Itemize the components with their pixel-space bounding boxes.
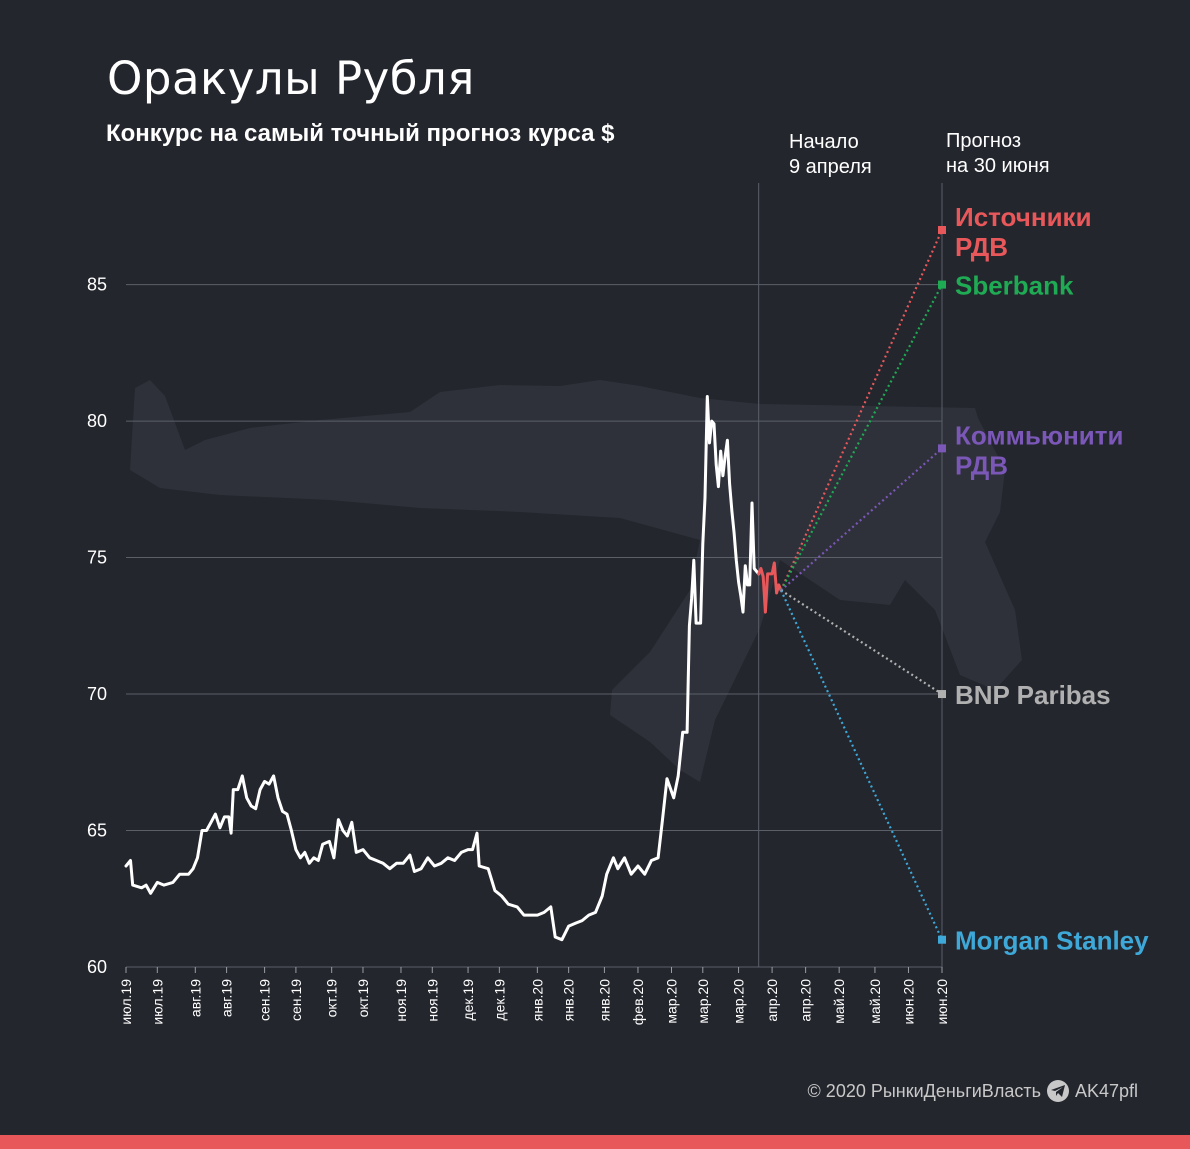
rifle-watermark (130, 380, 1022, 782)
y-tick-label: 65 (87, 821, 107, 841)
footer: © 2020 РынкиДеньгиВласть AK47pfl (808, 1080, 1138, 1102)
x-tick-label: сен.19 (257, 979, 273, 1021)
x-tick-label: дек.19 (460, 979, 476, 1021)
x-tick-label: мар.20 (731, 979, 747, 1024)
grid (126, 183, 943, 968)
forecast-marker (938, 935, 946, 944)
y-tick-label: 75 (87, 548, 107, 568)
recent-line (757, 561, 783, 614)
forecast-line (780, 589, 943, 695)
forecast-marker (938, 690, 946, 699)
x-tick-label: сен.19 (288, 979, 304, 1021)
x-tick-label: авг.19 (219, 979, 235, 1017)
series-layer (124, 395, 783, 942)
start-note: Начало 9 апреля (789, 130, 872, 180)
forecast-marker (938, 226, 946, 234)
bottom-bar (0, 1135, 1190, 1149)
y-tick-label: 80 (87, 411, 107, 431)
x-tick-label: окт.19 (355, 979, 371, 1018)
x-tick-label: окт.19 (324, 979, 340, 1018)
x-tick-label: мар.20 (695, 979, 711, 1024)
x-tick-label: янв.20 (561, 979, 577, 1021)
forecast-label: Morgan Stanley (955, 926, 1149, 956)
forecast-note: Прогноз на 30 июня (946, 129, 1050, 179)
x-tick-label: июн.20 (934, 979, 950, 1025)
forecast-label: Sberbank (955, 271, 1074, 301)
x-tick-label: янв.20 (529, 979, 545, 1021)
forecast-layer: Источники РДВ Sberbank Коммьюнити РДВ BNP Par… (780, 202, 1149, 956)
x-tick-label: май.20 (831, 979, 847, 1024)
x-tick-label: июл.19 (149, 979, 165, 1025)
forecast-marker (938, 444, 946, 453)
page-subtitle: Конкурс на самый точный прогноз курса $ (106, 120, 615, 147)
x-tick-label: июл.19 (118, 979, 134, 1025)
start-note-line2: 9 апреля (789, 156, 872, 178)
history-line (124, 395, 761, 942)
forecast-note-line2: на 30 июня (946, 155, 1050, 177)
y-tick-label: 85 (87, 275, 107, 295)
x-tick-label: янв.20 (596, 979, 612, 1021)
forecast-marker (938, 280, 946, 289)
x-tick-label: дек.19 (491, 979, 507, 1021)
x-tick-label: апр.20 (798, 979, 814, 1022)
forecast-label: Коммьюнити РДВ (955, 420, 1123, 480)
start-note-line1: Начало (789, 131, 859, 153)
x-tick-label: май.20 (867, 979, 883, 1024)
y-tick-label: 70 (87, 684, 107, 704)
forecast-note-line1: Прогноз (946, 130, 1022, 152)
y-axis: 60 65 70 75 80 85 (87, 275, 107, 977)
x-tick-label: ноя.19 (424, 979, 440, 1022)
telegram-icon[interactable] (1046, 1080, 1069, 1102)
copyright-text: © 2020 РынкиДеньгиВласть (807, 1080, 1041, 1101)
forecast-label: Источники РДВ (955, 202, 1092, 262)
forecast-label: BNP Paribas (955, 680, 1111, 710)
x-tick-label: фев.20 (630, 979, 646, 1025)
x-tick-label: авг.19 (187, 979, 203, 1017)
x-tick-label: мар.20 (663, 979, 679, 1024)
page-title: Оракулы Рубля (107, 52, 475, 105)
x-tick-label: апр.20 (764, 979, 780, 1022)
y-tick-label: 60 (87, 957, 107, 977)
forecast-line (780, 229, 944, 591)
forecast-line (780, 447, 943, 592)
channel-link[interactable]: AK47pfl (1074, 1080, 1138, 1101)
x-axis: июл.19 июл.19 авг.19 авг.19 сен.19 сен.19 окт.… (118, 967, 950, 1025)
x-tick-label: ноя.19 (393, 979, 409, 1022)
rifle-silhouette (130, 380, 1022, 782)
forecast-line (780, 589, 943, 941)
x-tick-label: июн.20 (900, 979, 916, 1025)
